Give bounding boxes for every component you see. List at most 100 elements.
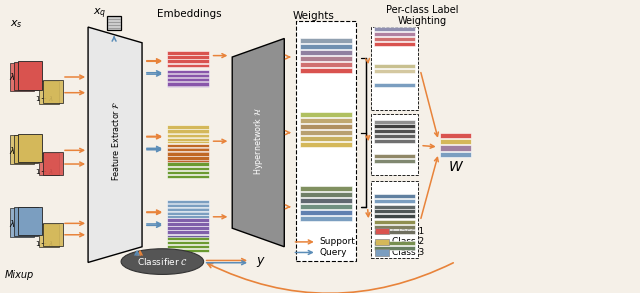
Bar: [300, 118, 351, 123]
FancyBboxPatch shape: [14, 62, 38, 91]
Bar: [168, 144, 209, 147]
Bar: [440, 145, 471, 151]
Bar: [300, 210, 351, 215]
Text: Weights: Weights: [292, 11, 334, 21]
Text: Classifier $\mathcal{C}$: Classifier $\mathcal{C}$: [137, 256, 188, 267]
Bar: [168, 175, 209, 178]
Bar: [168, 152, 209, 156]
FancyBboxPatch shape: [14, 207, 38, 236]
Ellipse shape: [121, 249, 204, 275]
FancyBboxPatch shape: [14, 134, 38, 163]
Bar: [168, 235, 209, 238]
Text: $\lambda$: $\lambda$: [9, 145, 15, 156]
Bar: [168, 204, 209, 207]
Bar: [168, 231, 209, 234]
Bar: [300, 198, 351, 203]
Bar: [300, 44, 351, 49]
FancyBboxPatch shape: [17, 61, 42, 90]
Bar: [168, 59, 209, 63]
Polygon shape: [232, 38, 284, 247]
Bar: [374, 154, 415, 158]
Bar: [374, 37, 415, 41]
Bar: [168, 231, 209, 234]
Bar: [168, 134, 209, 137]
Bar: [168, 70, 209, 73]
Bar: [300, 112, 351, 117]
Bar: [168, 200, 209, 203]
FancyBboxPatch shape: [10, 63, 34, 91]
Bar: [168, 211, 209, 214]
Bar: [300, 62, 351, 67]
Text: +: +: [30, 82, 39, 92]
Bar: [168, 218, 209, 222]
FancyBboxPatch shape: [17, 207, 42, 235]
Bar: [374, 209, 415, 213]
Bar: [168, 249, 209, 253]
Text: $1-\lambda$: $1-\lambda$: [35, 167, 54, 176]
FancyBboxPatch shape: [371, 114, 419, 176]
Text: Support: Support: [319, 237, 355, 246]
Bar: [374, 69, 415, 73]
Text: Embeddings: Embeddings: [157, 9, 222, 19]
Bar: [168, 215, 209, 218]
Bar: [300, 186, 351, 191]
FancyBboxPatch shape: [43, 152, 63, 175]
Bar: [168, 51, 209, 54]
FancyBboxPatch shape: [371, 181, 419, 258]
Bar: [300, 68, 351, 73]
Text: Query: Query: [319, 248, 347, 257]
Bar: [374, 199, 415, 202]
Text: $1-\lambda$: $1-\lambda$: [35, 94, 54, 103]
FancyBboxPatch shape: [43, 223, 63, 246]
Bar: [300, 136, 351, 141]
FancyBboxPatch shape: [10, 135, 34, 164]
Bar: [168, 55, 209, 59]
Bar: [168, 208, 209, 211]
Bar: [374, 241, 415, 245]
Bar: [168, 222, 209, 226]
Bar: [374, 225, 415, 229]
Bar: [168, 162, 209, 166]
Bar: [440, 152, 471, 157]
Bar: [374, 214, 415, 218]
Bar: [168, 75, 209, 79]
Bar: [168, 51, 209, 54]
Bar: [168, 167, 209, 170]
Bar: [168, 64, 209, 67]
Bar: [168, 131, 209, 134]
Text: +: +: [30, 155, 39, 165]
Bar: [374, 220, 415, 224]
FancyBboxPatch shape: [375, 228, 389, 234]
Text: $x_s$: $x_s$: [10, 18, 22, 30]
FancyBboxPatch shape: [43, 80, 63, 103]
Text: Class 2: Class 2: [392, 237, 424, 246]
Bar: [168, 156, 209, 160]
Text: $W$: $W$: [447, 160, 464, 174]
Bar: [168, 139, 209, 143]
Bar: [168, 148, 209, 151]
Bar: [374, 27, 415, 31]
Bar: [168, 171, 209, 174]
Bar: [374, 205, 415, 209]
Text: Mixup: Mixup: [5, 270, 34, 280]
Bar: [374, 230, 415, 234]
Bar: [374, 129, 415, 133]
Text: Class 1: Class 1: [392, 227, 424, 236]
Bar: [168, 64, 209, 67]
Bar: [168, 241, 209, 244]
Bar: [168, 55, 209, 59]
Bar: [168, 78, 209, 81]
Bar: [300, 124, 351, 129]
Bar: [168, 151, 209, 154]
Bar: [168, 74, 209, 77]
Text: $\lambda$: $\lambda$: [9, 218, 15, 229]
Text: $x_q$: $x_q$: [93, 7, 107, 21]
Bar: [168, 222, 209, 226]
Bar: [300, 56, 351, 61]
Polygon shape: [88, 27, 142, 263]
Bar: [168, 84, 209, 87]
Bar: [440, 133, 471, 138]
Bar: [374, 124, 415, 128]
Bar: [168, 212, 209, 215]
Text: +: +: [30, 227, 39, 237]
